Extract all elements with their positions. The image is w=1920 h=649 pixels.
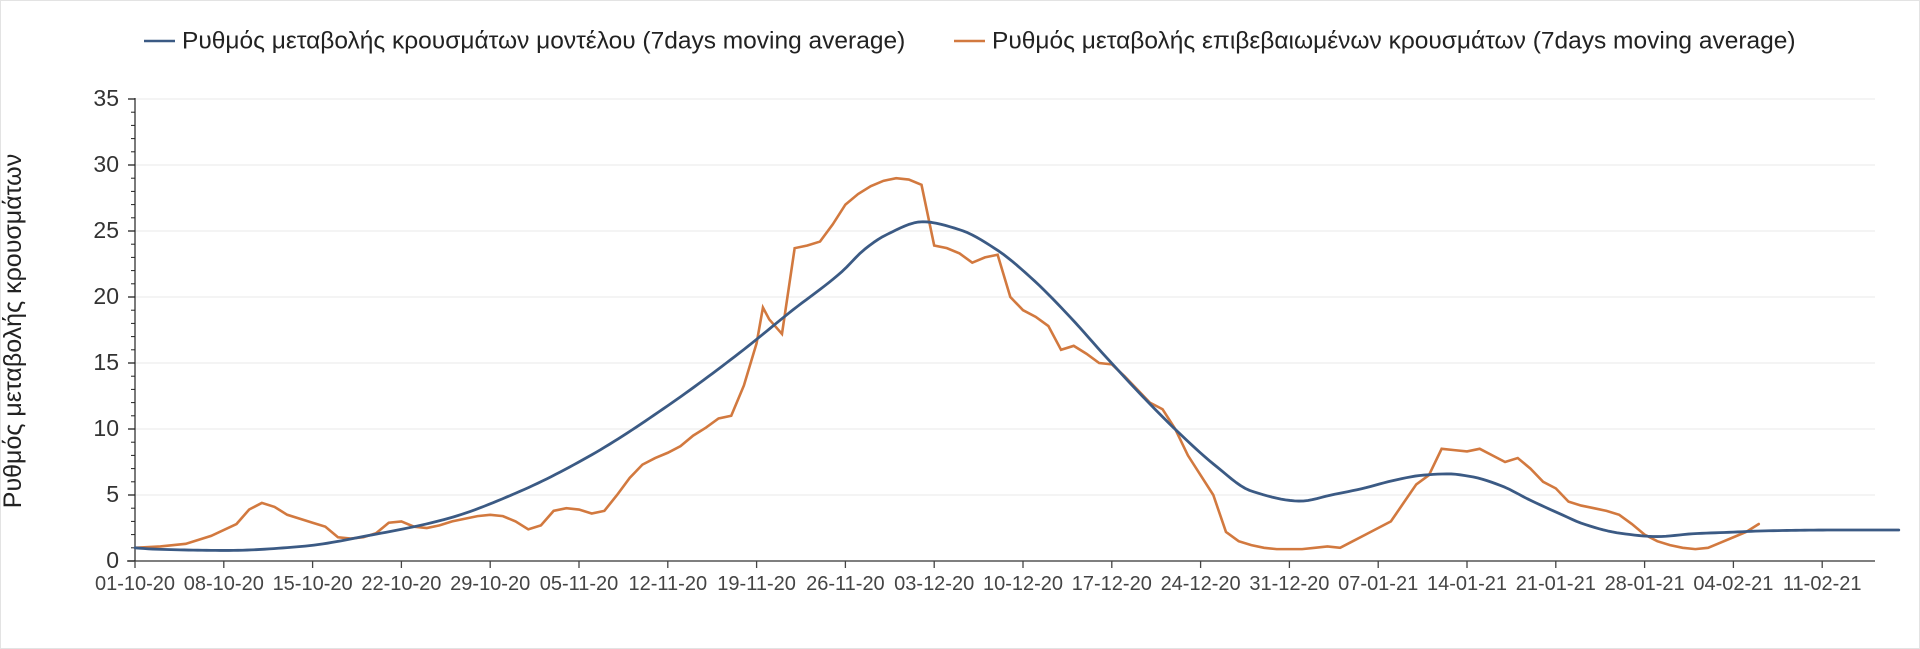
svg-text:31-12-20: 31-12-20 xyxy=(1249,573,1329,595)
svg-text:Ρυθμός μεταβολής επιβεβαιωμένω: Ρυθμός μεταβολής επιβεβαιωμένων κρουσμάτ… xyxy=(992,28,1796,55)
svg-text:19-11-20: 19-11-20 xyxy=(717,573,796,595)
svg-text:25: 25 xyxy=(93,217,119,243)
svg-text:5: 5 xyxy=(106,481,119,507)
svg-text:26-11-20: 26-11-20 xyxy=(806,573,885,595)
svg-text:29-10-20: 29-10-20 xyxy=(450,573,530,595)
svg-text:12-11-20: 12-11-20 xyxy=(629,573,708,595)
svg-text:14-01-21: 14-01-21 xyxy=(1427,573,1507,595)
svg-text:22-10-20: 22-10-20 xyxy=(361,573,441,595)
svg-text:Ρυθμός μεταβολής κρουσμάτων: Ρυθμός μεταβολής κρουσμάτων xyxy=(1,154,27,508)
svg-text:15: 15 xyxy=(93,349,119,375)
svg-text:07-01-21: 07-01-21 xyxy=(1338,573,1418,595)
svg-text:17-12-20: 17-12-20 xyxy=(1072,573,1152,595)
svg-text:08-10-20: 08-10-20 xyxy=(184,573,264,595)
svg-text:04-02-21: 04-02-21 xyxy=(1693,573,1773,595)
svg-text:11-02-21: 11-02-21 xyxy=(1783,573,1862,595)
svg-text:30: 30 xyxy=(93,151,119,177)
svg-text:01-10-20: 01-10-20 xyxy=(95,573,175,595)
svg-text:20: 20 xyxy=(93,283,119,309)
svg-text:21-01-21: 21-01-21 xyxy=(1516,573,1596,595)
svg-text:10-12-20: 10-12-20 xyxy=(983,573,1063,595)
svg-text:24-12-20: 24-12-20 xyxy=(1161,573,1241,595)
svg-text:15-10-20: 15-10-20 xyxy=(273,573,353,595)
svg-text:35: 35 xyxy=(93,85,119,111)
svg-text:10: 10 xyxy=(93,415,119,441)
svg-text:03-12-20: 03-12-20 xyxy=(894,573,974,595)
svg-text:28-01-21: 28-01-21 xyxy=(1605,573,1685,595)
svg-text:0: 0 xyxy=(106,547,119,573)
svg-text:Ρυθμός μεταβολής κρουσμάτων μο: Ρυθμός μεταβολής κρουσμάτων μοντέλου (7d… xyxy=(182,28,905,55)
svg-text:05-11-20: 05-11-20 xyxy=(540,573,619,595)
